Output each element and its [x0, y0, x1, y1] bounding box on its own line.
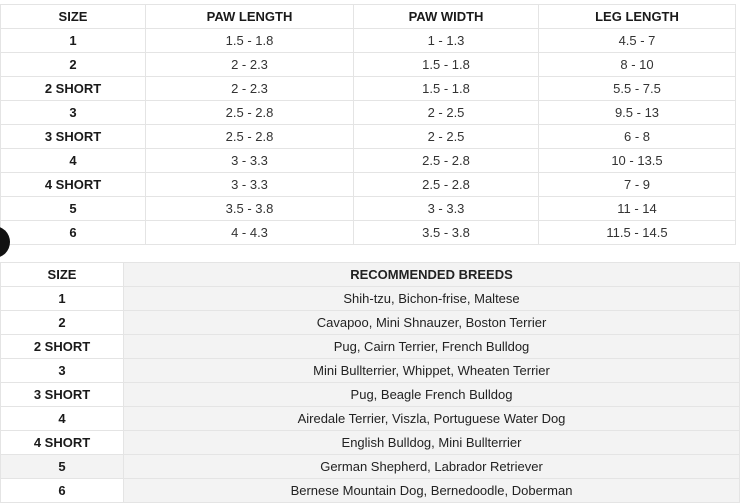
header-leg-length: LEG LENGTH: [538, 4, 736, 29]
cell-paw-length: 3 - 3.3: [145, 172, 354, 197]
cell-paw-width: 1.5 - 1.8: [353, 52, 539, 77]
table-row: 3 SHORT 2.5 - 2.8 2 - 2.5 6 - 8: [0, 124, 736, 149]
cell-size: 4: [0, 148, 146, 173]
table-row: 2 Cavapoo, Mini Shnauzer, Boston Terrier: [0, 310, 740, 335]
cell-paw-width: 1 - 1.3: [353, 28, 539, 53]
header-paw-width: PAW WIDTH: [353, 4, 539, 29]
cell-size: 1: [0, 286, 124, 311]
cell-size: 2 SHORT: [0, 76, 146, 101]
table-row: 4 SHORT English Bulldog, Mini Bullterrier: [0, 430, 740, 455]
cell-paw-length: 4 - 4.3: [145, 220, 354, 245]
cell-size: 6: [0, 478, 124, 503]
cell-paw-width: 2.5 - 2.8: [353, 148, 539, 173]
cell-paw-length: 3 - 3.3: [145, 148, 354, 173]
recommended-breeds-table: SIZE RECOMMENDED BREEDS 1 Shih-tzu, Bicho…: [0, 262, 740, 503]
cell-paw-width: 2 - 2.5: [353, 100, 539, 125]
cell-breeds: Cavapoo, Mini Shnauzer, Boston Terrier: [123, 310, 740, 335]
cell-size: 2: [0, 310, 124, 335]
cell-paw-length: 3.5 - 3.8: [145, 196, 354, 221]
cell-paw-length: 2 - 2.3: [145, 52, 354, 77]
table-row: 3 SHORT Pug, Beagle French Bulldog: [0, 382, 740, 407]
cell-breeds: Shih-tzu, Bichon-frise, Maltese: [123, 286, 740, 311]
table-row: 1 1.5 - 1.8 1 - 1.3 4.5 - 7: [0, 28, 736, 53]
header-recommended-breeds: RECOMMENDED BREEDS: [123, 262, 740, 287]
table-row: 1 Shih-tzu, Bichon-frise, Maltese: [0, 286, 740, 311]
header-size: SIZE: [0, 262, 124, 287]
cell-size: 1: [0, 28, 146, 53]
cell-leg-length: 9.5 - 13: [538, 100, 736, 125]
cell-breeds: Airedale Terrier, Viszla, Portuguese Wat…: [123, 406, 740, 431]
table-header-row: SIZE RECOMMENDED BREEDS: [0, 262, 740, 287]
cell-breeds: Bernese Mountain Dog, Bernedoodle, Dober…: [123, 478, 740, 503]
cell-paw-width: 3.5 - 3.8: [353, 220, 539, 245]
table-row: 6 Bernese Mountain Dog, Bernedoodle, Dobe…: [0, 478, 740, 503]
size-measurements-table: SIZE PAW LENGTH PAW WIDTH LEG LENGTH 1 1.…: [0, 4, 736, 245]
cell-paw-width: 2 - 2.5: [353, 124, 539, 149]
cell-size: 2 SHORT: [0, 334, 124, 359]
cell-paw-width: 1.5 - 1.8: [353, 76, 539, 101]
table-row: 5 3.5 - 3.8 3 - 3.3 11 - 14: [0, 196, 736, 221]
cell-size: 3 SHORT: [0, 382, 124, 407]
cell-paw-width: 3 - 3.3: [353, 196, 539, 221]
cell-breeds: Mini Bullterrier, Whippet, Wheaten Terri…: [123, 358, 740, 383]
cell-leg-length: 6 - 8: [538, 124, 736, 149]
table-row: 2 SHORT Pug, Cairn Terrier, French Bulldo…: [0, 334, 740, 359]
header-paw-length: PAW LENGTH: [145, 4, 354, 29]
cell-size: 3 SHORT: [0, 124, 146, 149]
cell-leg-length: 7 - 9: [538, 172, 736, 197]
cell-paw-length: 2.5 - 2.8: [145, 124, 354, 149]
cell-size: 3: [0, 358, 124, 383]
cell-paw-length: 1.5 - 1.8: [145, 28, 354, 53]
table-row: 2 SHORT 2 - 2.3 1.5 - 1.8 5.5 - 7.5: [0, 76, 736, 101]
cell-size: 6: [0, 220, 146, 245]
circle-decoration: [0, 226, 10, 258]
table-row: 4 Airedale Terrier, Viszla, Portuguese Wa…: [0, 406, 740, 431]
cell-paw-length: 2.5 - 2.8: [145, 100, 354, 125]
table-row: 3 Mini Bullterrier, Whippet, Wheaten Terr…: [0, 358, 740, 383]
cell-breeds: Pug, Beagle French Bulldog: [123, 382, 740, 407]
cell-leg-length: 11 - 14: [538, 196, 736, 221]
cell-leg-length: 4.5 - 7: [538, 28, 736, 53]
cell-size: 2: [0, 52, 146, 77]
cell-paw-length: 2 - 2.3: [145, 76, 354, 101]
header-size: SIZE: [0, 4, 146, 29]
cell-size: 4: [0, 406, 124, 431]
table-row: 5 German Shepherd, Labrador Retriever: [0, 454, 740, 479]
cell-leg-length: 5.5 - 7.5: [538, 76, 736, 101]
cell-size: 4 SHORT: [0, 172, 146, 197]
cell-size: 5: [0, 196, 146, 221]
cell-leg-length: 11.5 - 14.5: [538, 220, 736, 245]
cell-paw-width: 2.5 - 2.8: [353, 172, 539, 197]
cell-breeds: Pug, Cairn Terrier, French Bulldog: [123, 334, 740, 359]
table-header-row: SIZE PAW LENGTH PAW WIDTH LEG LENGTH: [0, 4, 736, 29]
cell-size: 3: [0, 100, 146, 125]
cell-breeds: English Bulldog, Mini Bullterrier: [123, 430, 740, 455]
table-row: 3 2.5 - 2.8 2 - 2.5 9.5 - 13: [0, 100, 736, 125]
cell-leg-length: 10 - 13.5: [538, 148, 736, 173]
cell-size: 4 SHORT: [0, 430, 124, 455]
table-row: 4 SHORT 3 - 3.3 2.5 - 2.8 7 - 9: [0, 172, 736, 197]
cell-size: 5: [0, 454, 124, 479]
cell-breeds: German Shepherd, Labrador Retriever: [123, 454, 740, 479]
cell-leg-length: 8 - 10: [538, 52, 736, 77]
